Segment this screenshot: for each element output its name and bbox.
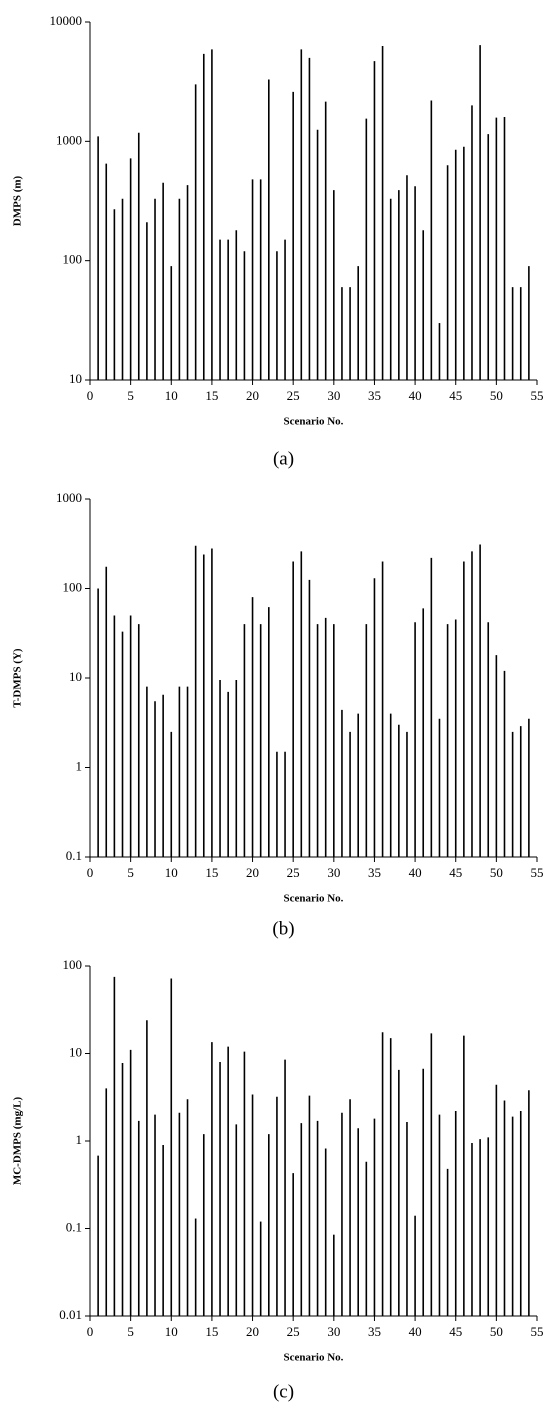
y-tick-label: 0.01 [59, 1307, 82, 1322]
y-tick-label: 10 [69, 371, 82, 386]
x-tick-label: 10 [165, 388, 178, 403]
y-tick-label: 1000 [56, 132, 82, 147]
x-tick-label: 20 [246, 1324, 259, 1339]
y-tick-label: 100 [63, 957, 83, 972]
x-tick-label: 30 [327, 1324, 340, 1339]
x-tick-label: 25 [287, 865, 300, 880]
y-axis-title: T-DMPS (Y) [12, 648, 24, 708]
x-tick-label: 30 [327, 388, 340, 403]
x-axis-title: Scenario No. [284, 893, 344, 905]
x-tick-label: 40 [409, 865, 422, 880]
y-tick-label: 10 [69, 669, 82, 684]
x-tick-label: 25 [287, 388, 300, 403]
x-tick-label: 35 [368, 865, 381, 880]
x-tick-label: 45 [449, 388, 462, 403]
panel-caption: (b) [272, 918, 294, 939]
x-tick-label: 15 [205, 1324, 218, 1339]
x-tick-label: 5 [127, 865, 134, 880]
x-axis-title: Scenario No. [284, 1352, 344, 1364]
x-tick-label: 10 [165, 865, 178, 880]
x-tick-label: 25 [287, 1324, 300, 1339]
x-tick-label: 0 [87, 388, 94, 403]
x-tick-label: 10 [165, 1324, 178, 1339]
x-tick-label: 35 [368, 1324, 381, 1339]
y-tick-label: 10 [69, 1044, 82, 1059]
y-tick-label: 0.1 [66, 848, 82, 863]
panel-caption: (a) [273, 448, 294, 469]
x-tick-label: 5 [127, 388, 134, 403]
x-tick-label: 45 [449, 865, 462, 880]
x-tick-label: 15 [205, 865, 218, 880]
y-tick-label: 100 [63, 252, 83, 267]
y-axis-title: MC-DMPS (mg/L) [12, 1097, 24, 1186]
y-tick-label: 1 [76, 1132, 83, 1147]
x-tick-label: 55 [531, 388, 544, 403]
y-axis-title: DMPS (m) [12, 175, 24, 226]
y-tick-label: 1000 [56, 490, 82, 505]
x-tick-label: 55 [531, 865, 544, 880]
x-tick-label: 20 [246, 865, 259, 880]
x-tick-label: 35 [368, 388, 381, 403]
x-tick-label: 40 [409, 388, 422, 403]
x-axis-title: Scenario No. [284, 416, 344, 428]
x-tick-label: 30 [327, 865, 340, 880]
x-tick-label: 15 [205, 388, 218, 403]
x-tick-label: 45 [449, 1324, 462, 1339]
x-tick-label: 0 [87, 1324, 94, 1339]
panel-caption: (c) [273, 1381, 294, 1402]
x-tick-label: 20 [246, 388, 259, 403]
y-tick-label: 0.1 [66, 1219, 82, 1234]
y-tick-label: 1 [76, 758, 83, 773]
x-tick-label: 50 [490, 1324, 503, 1339]
x-tick-label: 50 [490, 865, 503, 880]
y-tick-label: 10000 [50, 13, 83, 28]
x-tick-label: 5 [127, 1324, 134, 1339]
y-tick-label: 100 [63, 579, 83, 594]
x-tick-label: 40 [409, 1324, 422, 1339]
x-tick-label: 55 [531, 1324, 544, 1339]
x-tick-label: 0 [87, 865, 94, 880]
x-tick-label: 50 [490, 388, 503, 403]
